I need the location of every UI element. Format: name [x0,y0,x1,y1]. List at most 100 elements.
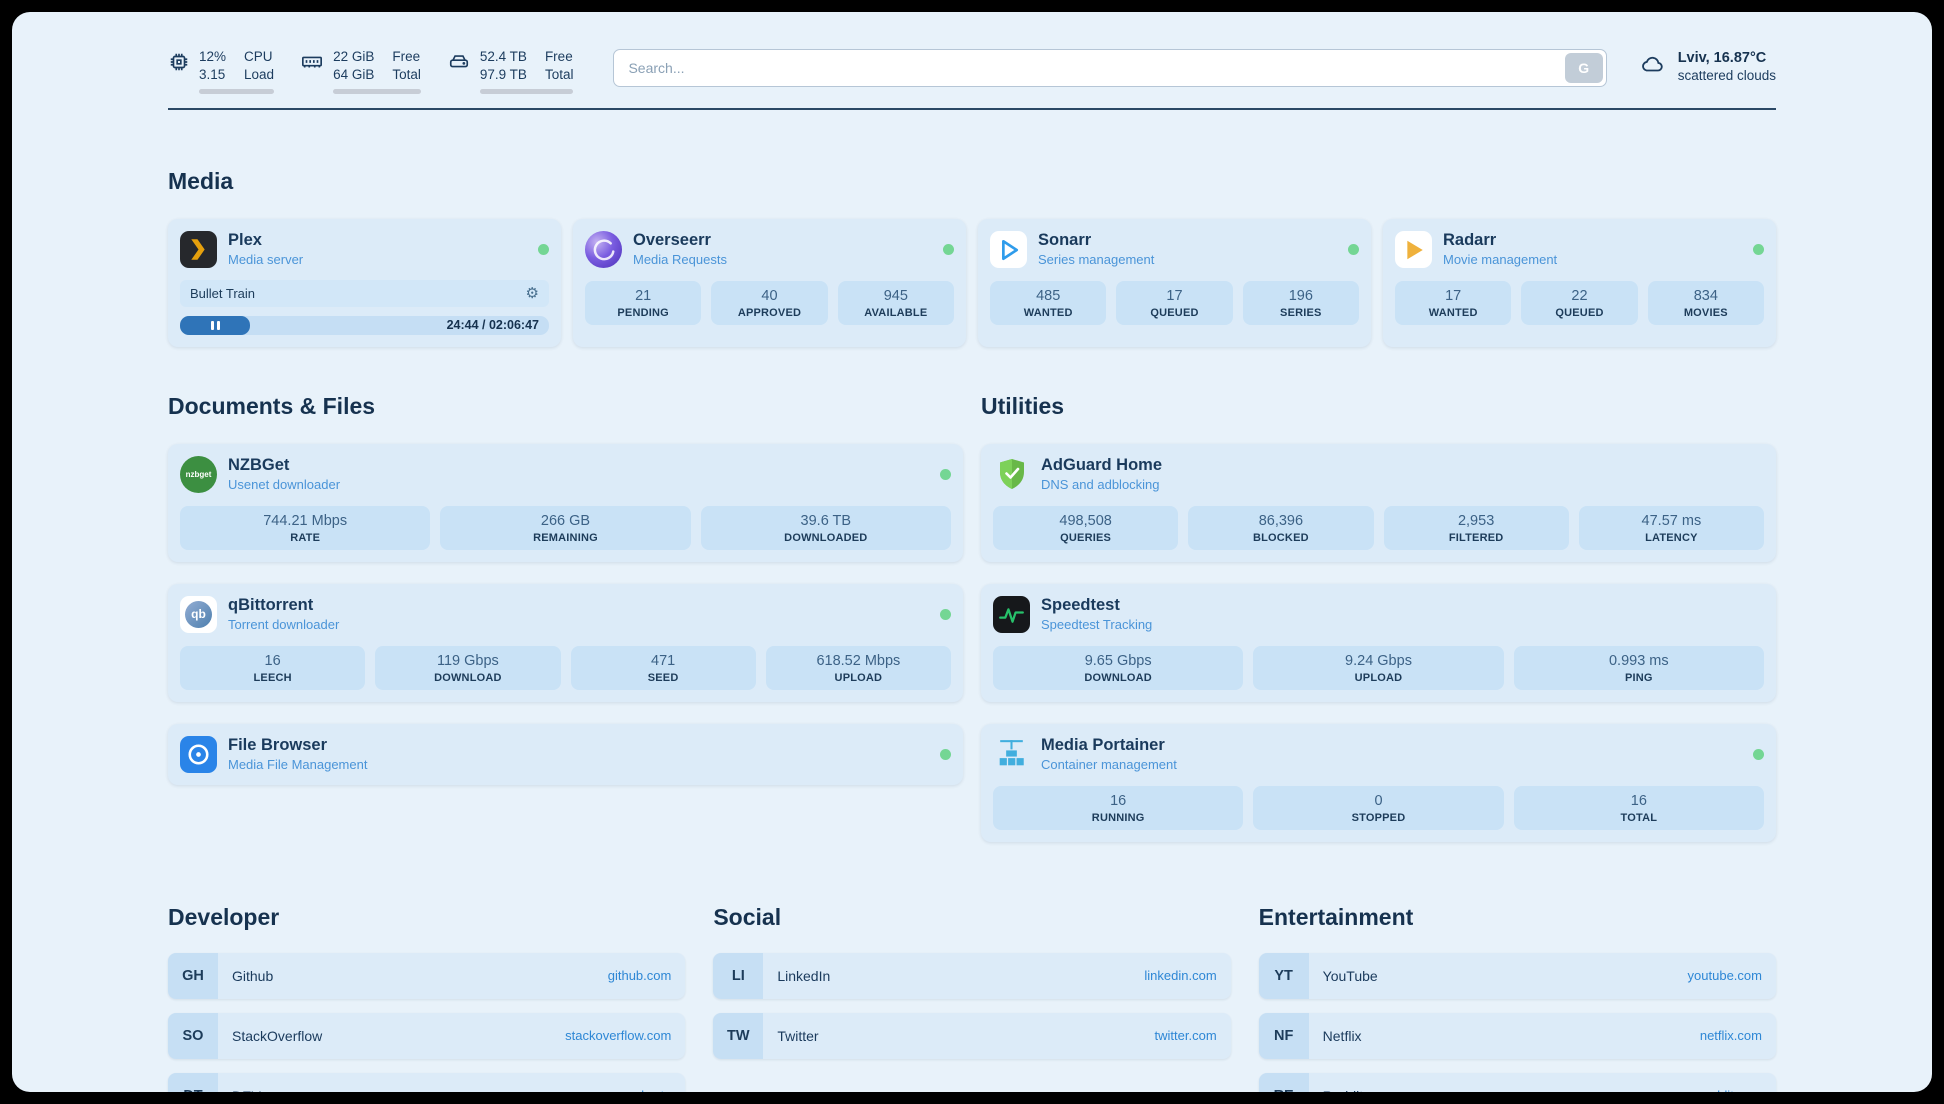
service-card-qbittorrent: qb qBittorrent Torrent downloader 16 LEE… [168,583,963,702]
memory-widget-values: 22 GiB Free 64 GiB Total [333,48,421,94]
status-dot [1753,748,1764,760]
bookmark-twitter[interactable]: TW Twitter twitter.com [713,1012,1231,1059]
service-subtitle: Movie management [1443,252,1558,268]
service-card-nzbget: nzbget NZBGet Usenet downloader 744.21 M… [168,443,963,562]
stats-row: 9.65 Gbps DOWNLOAD 9.24 Gbps UPLOAD 0.99… [993,645,1764,690]
service-name[interactable]: AdGuard Home [1041,456,1163,475]
section-title-social: Social [713,903,782,930]
stat-label: QUERIES [1060,531,1112,544]
stat-label: QUEUED [1150,306,1199,319]
section-title-media: Media [168,167,234,194]
bookmark-netflix[interactable]: NF Netflix netflix.com [1258,1012,1776,1059]
stats-row: 21 PENDING 40 APPROVED 945 AVAILABLE [585,280,954,325]
status-dot [940,748,951,760]
bookmarks-section: Developer GH Github github.com SO StackO… [168,904,1776,1092]
service-name[interactable]: Media Portainer [1041,736,1165,755]
weather-condition: scattered clouds [1677,68,1776,83]
bookmark-reddit[interactable]: RE Reddit reddit.com [1258,1072,1776,1092]
section-title-documents: Documents & Files [168,392,376,419]
disk-widget-values: 52.4 TB Free 97.9 TB Total [479,48,574,94]
cpu-widget: 12% CPU 3.15 Load [168,48,275,94]
stat-value: 834 [1693,287,1718,304]
service-info: Speedtest Speedtest Tracking [1041,596,1152,632]
stat-label: SERIES [1280,306,1322,319]
memory-free-value: 22 GiB [333,49,375,64]
nzbget-icon[interactable]: nzbget [180,455,217,493]
status-dot [943,243,954,255]
bookmark-dev[interactable]: DT DEV dev.to [168,1072,686,1092]
status-dot [940,608,951,620]
bookmark-youtube[interactable]: YT YouTube youtube.com [1258,952,1776,999]
stat-box: 16 LEECH [180,645,366,690]
service-name[interactable]: qBittorrent [228,596,314,615]
speedtest-icon[interactable] [993,595,1030,633]
service-info: qBittorrent Torrent downloader [228,596,339,632]
stats-row: 17 WANTED 22 QUEUED 834 MOVIES [1395,280,1764,325]
stat-label: PING [1624,671,1653,684]
plex-icon[interactable] [180,230,217,268]
stat-box: 9.65 Gbps DOWNLOAD [993,645,1244,690]
stat-label: TOTAL [1620,811,1658,824]
service-card-portainer: Media Portainer Container management 16 … [981,723,1776,842]
stat-value: 86,396 [1258,512,1304,529]
stat-box: 86,396 BLOCKED [1188,505,1374,550]
stat-label: MOVIES [1683,306,1728,319]
radarr-icon[interactable] [1395,230,1432,268]
stat-box: 17 QUEUED [1116,280,1233,325]
cpu-load-value: 3.15 [199,66,226,82]
playback-progress-fill [180,315,251,335]
stat-label: DOWNLOADED [784,531,868,544]
service-subtitle: Container management [1041,757,1177,773]
service-subtitle: Torrent downloader [228,617,340,633]
stat-label: STOPPED [1351,811,1406,824]
stat-label: RUNNING [1091,811,1145,824]
adguard-icon[interactable] [993,456,1030,493]
playback-progressbar: 24:44 / 02:06:47 [180,315,549,335]
service-name[interactable]: Speedtest [1041,596,1120,615]
stat-box: 47.57 ms LATENCY [1578,505,1764,550]
section-title-utilities: Utilities [981,392,1065,419]
cpu-widget-values: 12% CPU 3.15 Load [199,48,275,94]
bookmark-stackoverflow[interactable]: SO StackOverflow stackoverflow.com [168,1012,686,1059]
service-card-overseerr: Overseerr Media Requests 21 PENDING 40 A… [573,218,966,347]
stat-value: 196 [1288,287,1313,304]
bookmark-list: GH Github github.com SO StackOverflow st… [168,952,686,1092]
stat-label: BLOCKED [1252,531,1309,544]
cpu-progressbar [199,88,275,94]
pause-icon [210,320,214,330]
qbittorrent-icon[interactable]: qb [180,595,217,633]
service-name[interactable]: File Browser [228,736,328,755]
memory-widget: 22 GiB Free 64 GiB Total [300,48,421,94]
two-column-section: Documents & Files nzbget NZBGet Usenet d… [168,393,1776,842]
stat-label: QUEUED [1555,306,1604,319]
filebrowser-icon[interactable] [180,735,217,773]
stat-value: 0.993 ms [1608,652,1669,669]
stat-label: RATE [290,531,321,544]
bookmark-link: twitter.com [1154,1028,1217,1044]
gear-icon[interactable]: ⚙ [525,284,539,302]
bookmark-github[interactable]: GH Github github.com [168,952,686,999]
service-header: qb qBittorrent Torrent downloader [180,595,951,633]
sonarr-icon[interactable] [990,230,1027,268]
search-button[interactable]: G [1564,53,1603,83]
service-name[interactable]: NZBGet [228,456,290,475]
dashboard: 12% CPU 3.15 Load 22 GiB Free 64 GiB [12,12,1932,1092]
disk-widget: 52.4 TB Free 97.9 TB Total [447,48,574,94]
service-name[interactable]: Sonarr [1038,231,1092,250]
service-name[interactable]: Overseerr [633,231,711,250]
service-name[interactable]: Radarr [1443,231,1497,250]
service-header: Media Portainer Container management [993,736,1764,773]
stats-row: 744.21 Mbps RATE 266 GB REMAINING 39.6 T… [180,505,951,550]
disk-total-value: 97.9 TB [479,66,527,82]
bookmark-linkedin[interactable]: LI LinkedIn linkedin.com [713,952,1231,999]
cpu-chip-icon [168,51,190,94]
search-form: G [613,49,1607,87]
overseerr-icon[interactable] [585,230,622,268]
service-name[interactable]: Plex [228,231,262,250]
bookmark-group-developer: Developer GH Github github.com SO StackO… [168,904,686,1092]
search-input[interactable] [613,49,1607,87]
stat-label: WANTED [1428,306,1478,319]
portainer-icon[interactable] [993,736,1030,773]
service-info: Media Portainer Container management [1041,736,1177,772]
